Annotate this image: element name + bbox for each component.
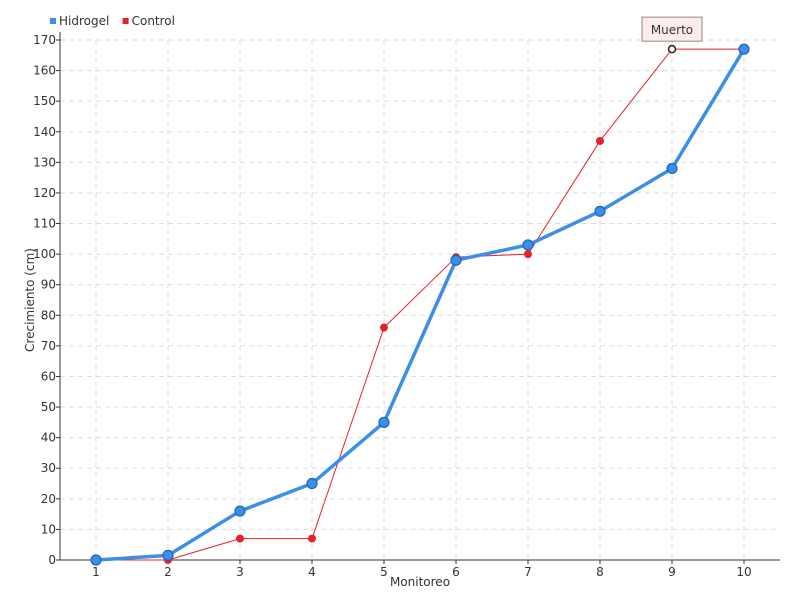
x-tick-label: 8 bbox=[596, 565, 604, 579]
y-tick-label: 40 bbox=[41, 431, 56, 445]
legend-label-control: Control bbox=[132, 14, 175, 28]
legend-label-hidrogel: Hidrogel bbox=[59, 14, 109, 28]
data-point-hidrogel[interactable] bbox=[378, 416, 390, 428]
x-tick-label: 3 bbox=[236, 565, 244, 579]
x-tick-label: 9 bbox=[668, 565, 676, 579]
data-point-hidrogel[interactable] bbox=[594, 205, 606, 217]
series-line-control bbox=[96, 48, 744, 561]
y-axis-title: Crecimiento (cm) bbox=[23, 248, 37, 352]
data-point-hidrogel[interactable] bbox=[666, 162, 678, 175]
legend-swatch-hidrogel bbox=[50, 18, 56, 24]
data-point-hidrogel[interactable] bbox=[450, 254, 462, 266]
y-tick-label: 130 bbox=[33, 155, 56, 169]
x-tick-label: 2 bbox=[164, 565, 172, 579]
y-tick-label: 150 bbox=[33, 94, 56, 108]
annotation-box bbox=[641, 16, 703, 42]
data-point-hidrogel[interactable] bbox=[234, 505, 246, 517]
y-tick-label: 60 bbox=[41, 369, 56, 383]
y-tick-label: 50 bbox=[41, 400, 56, 414]
y-tick-label: 100 bbox=[33, 247, 56, 261]
y-tick-label: 90 bbox=[41, 278, 56, 292]
annotation-label: Muerto bbox=[651, 23, 693, 37]
y-tick-label: 160 bbox=[33, 64, 56, 78]
y-tick-label: 20 bbox=[41, 492, 56, 506]
y-tick-label: 30 bbox=[41, 461, 56, 475]
y-tick-label: 70 bbox=[41, 339, 56, 353]
x-tick-label: 6 bbox=[452, 565, 460, 579]
y-tick-label: 110 bbox=[33, 217, 56, 231]
data-point-control[interactable] bbox=[308, 534, 316, 543]
data-point-control[interactable] bbox=[524, 250, 532, 259]
data-point-hidrogel[interactable] bbox=[522, 239, 534, 251]
annotation-marker bbox=[667, 44, 677, 54]
y-tick-label: 170 bbox=[33, 33, 56, 47]
y-tick-label: 0 bbox=[48, 553, 56, 567]
legend-swatch-control bbox=[122, 18, 129, 24]
data-point-hidrogel[interactable] bbox=[738, 43, 750, 55]
y-tick-label: 120 bbox=[33, 186, 56, 200]
data-point-hidrogel[interactable] bbox=[306, 477, 318, 490]
data-point-control[interactable] bbox=[596, 136, 604, 145]
data-point-hidrogel[interactable] bbox=[162, 549, 174, 562]
x-tick-label: 5 bbox=[380, 565, 388, 579]
series-line-hidrogel bbox=[95, 48, 746, 562]
x-tick-label: 1 bbox=[92, 565, 100, 579]
x-tick-label: 7 bbox=[524, 565, 532, 579]
y-tick-label: 80 bbox=[41, 308, 56, 322]
x-tick-label: 10 bbox=[736, 565, 751, 579]
x-axis-title: Monitoreo bbox=[390, 575, 450, 589]
y-tick-label: 10 bbox=[41, 522, 56, 536]
x-tick-label: 4 bbox=[308, 565, 316, 579]
data-point-control[interactable] bbox=[236, 534, 244, 543]
data-point-control[interactable] bbox=[380, 323, 388, 332]
y-tick-label: 140 bbox=[33, 125, 56, 139]
data-point-hidrogel[interactable] bbox=[90, 554, 102, 566]
